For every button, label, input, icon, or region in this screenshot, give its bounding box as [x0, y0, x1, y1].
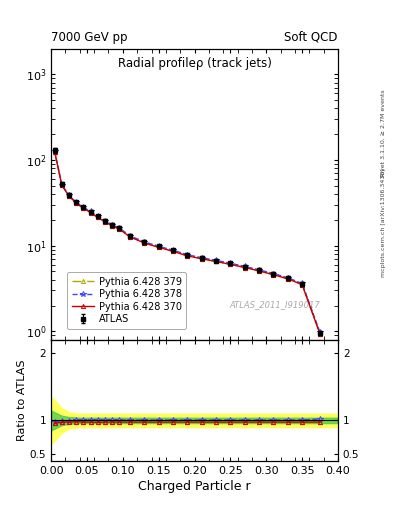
Pythia 6.428 370	[95, 215, 100, 221]
Line: Pythia 6.428 370: Pythia 6.428 370	[53, 150, 322, 336]
Pythia 6.428 379	[156, 244, 161, 250]
Pythia 6.428 378	[271, 270, 276, 276]
Line: Pythia 6.428 379: Pythia 6.428 379	[53, 150, 322, 336]
Pythia 6.428 370	[74, 200, 79, 206]
Pythia 6.428 379	[171, 248, 175, 254]
Pythia 6.428 378	[214, 258, 219, 264]
Pythia 6.428 370	[67, 193, 72, 199]
Pythia 6.428 379	[88, 209, 93, 216]
Pythia 6.428 378	[228, 260, 233, 266]
Pythia 6.428 379	[300, 282, 305, 288]
Pythia 6.428 379	[117, 226, 121, 232]
Text: ATLAS_2011_I919017: ATLAS_2011_I919017	[229, 300, 320, 309]
Pythia 6.428 378	[199, 254, 204, 261]
Text: Soft QCD: Soft QCD	[285, 31, 338, 44]
Pythia 6.428 378	[185, 251, 190, 258]
Pythia 6.428 378	[52, 148, 57, 154]
Pythia 6.428 379	[59, 182, 64, 188]
Pythia 6.428 378	[88, 208, 93, 215]
Pythia 6.428 379	[81, 205, 86, 211]
Pythia 6.428 370	[228, 261, 233, 267]
Pythia 6.428 370	[285, 276, 290, 282]
Pythia 6.428 370	[128, 234, 132, 240]
Pythia 6.428 370	[214, 259, 219, 265]
Pythia 6.428 370	[156, 244, 161, 250]
Pythia 6.428 370	[318, 331, 322, 337]
Pythia 6.428 379	[67, 193, 72, 199]
X-axis label: Charged Particle r: Charged Particle r	[138, 480, 251, 493]
Pythia 6.428 378	[74, 199, 79, 205]
Line: Pythia 6.428 378: Pythia 6.428 378	[52, 148, 323, 335]
Text: 7000 GeV pp: 7000 GeV pp	[51, 31, 128, 44]
Pythia 6.428 378	[128, 232, 132, 239]
Pythia 6.428 379	[128, 234, 132, 240]
Pythia 6.428 379	[285, 276, 290, 282]
Pythia 6.428 379	[52, 148, 57, 155]
Pythia 6.428 379	[142, 240, 147, 246]
Pythia 6.428 378	[67, 192, 72, 198]
Text: mcplots.cern.ch [arXiv:1306.3436]: mcplots.cern.ch [arXiv:1306.3436]	[381, 168, 386, 277]
Pythia 6.428 378	[171, 247, 175, 253]
Pythia 6.428 378	[59, 182, 64, 188]
Pythia 6.428 370	[103, 219, 107, 225]
Pythia 6.428 379	[199, 255, 204, 262]
Pythia 6.428 370	[81, 205, 86, 211]
Pythia 6.428 378	[318, 329, 322, 335]
Pythia 6.428 378	[95, 213, 100, 219]
Pythia 6.428 370	[88, 209, 93, 216]
Pythia 6.428 370	[242, 264, 247, 270]
Pythia 6.428 379	[318, 331, 322, 337]
Pythia 6.428 379	[103, 219, 107, 225]
Pythia 6.428 379	[185, 253, 190, 259]
Pythia 6.428 370	[52, 148, 57, 155]
Pythia 6.428 379	[74, 200, 79, 206]
Pythia 6.428 370	[59, 182, 64, 188]
Pythia 6.428 378	[142, 239, 147, 245]
Pythia 6.428 378	[110, 222, 114, 228]
Pythia 6.428 378	[257, 267, 261, 273]
Pythia 6.428 378	[285, 274, 290, 281]
Pythia 6.428 378	[81, 204, 86, 210]
Pythia 6.428 370	[257, 268, 261, 274]
Pythia 6.428 379	[110, 223, 114, 229]
Pythia 6.428 370	[300, 282, 305, 288]
Pythia 6.428 379	[228, 261, 233, 267]
Pythia 6.428 370	[185, 253, 190, 259]
Pythia 6.428 370	[171, 248, 175, 254]
Pythia 6.428 370	[117, 226, 121, 232]
Pythia 6.428 378	[242, 263, 247, 269]
Pythia 6.428 370	[142, 240, 147, 246]
Pythia 6.428 378	[156, 243, 161, 249]
Pythia 6.428 379	[271, 271, 276, 278]
Pythia 6.428 379	[242, 264, 247, 270]
Pythia 6.428 370	[110, 223, 114, 229]
Pythia 6.428 379	[214, 259, 219, 265]
Pythia 6.428 379	[95, 214, 100, 220]
Text: Radial profileρ (track jets): Radial profileρ (track jets)	[118, 57, 272, 70]
Legend: Pythia 6.428 379, Pythia 6.428 378, Pythia 6.428 370, ATLAS: Pythia 6.428 379, Pythia 6.428 378, Pyth…	[68, 272, 186, 329]
Pythia 6.428 379	[257, 268, 261, 274]
Pythia 6.428 370	[271, 271, 276, 278]
Text: Rivet 3.1.10, ≥ 2.7M events: Rivet 3.1.10, ≥ 2.7M events	[381, 89, 386, 177]
Pythia 6.428 378	[300, 281, 305, 287]
Pythia 6.428 370	[199, 255, 204, 262]
Pythia 6.428 378	[117, 225, 121, 231]
Y-axis label: Ratio to ATLAS: Ratio to ATLAS	[17, 359, 27, 441]
Pythia 6.428 378	[103, 218, 107, 224]
